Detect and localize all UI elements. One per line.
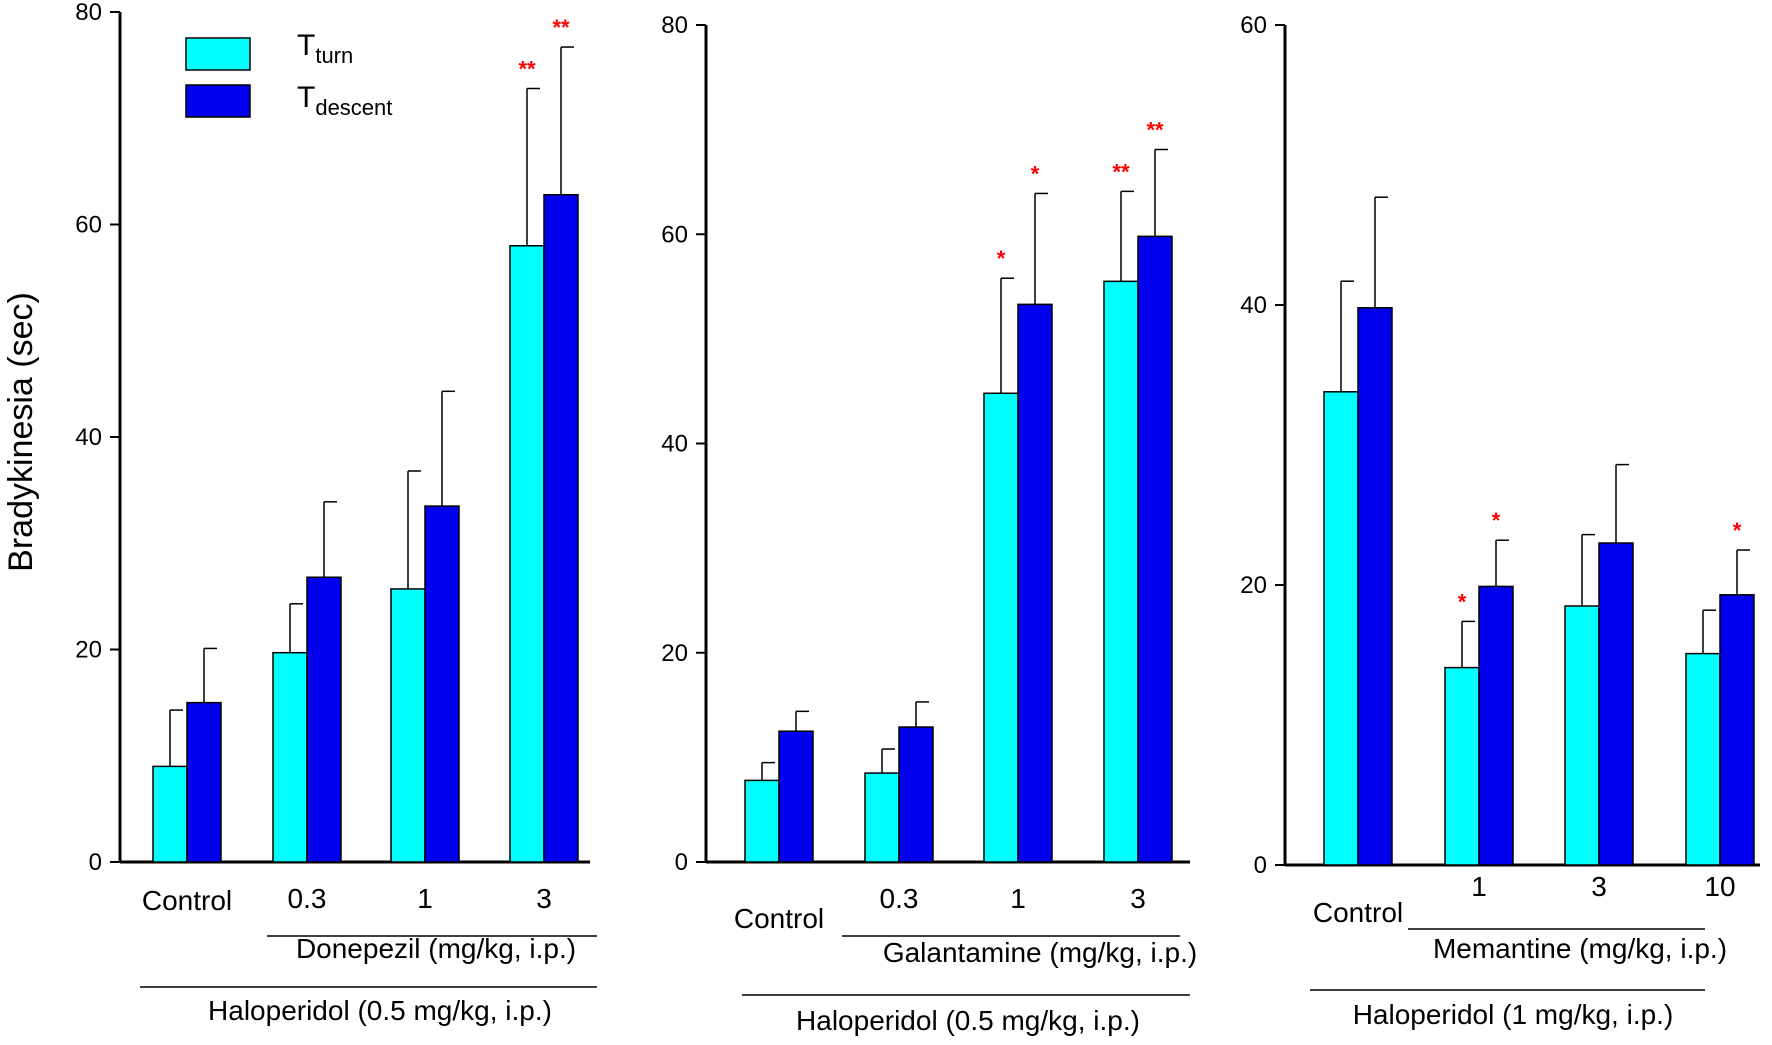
bar-descent	[1719, 594, 1755, 866]
legend-descent: Tdescent	[297, 81, 392, 120]
category-label: Control	[734, 903, 824, 934]
category-label: 3	[1130, 883, 1146, 914]
significance-mark: **	[1146, 118, 1164, 143]
significance-mark: **	[518, 57, 536, 82]
pretreat-label: Haloperidol (1 mg/kg, i.p.)	[1353, 999, 1674, 1030]
bar-turn	[1564, 605, 1600, 866]
bar-descent	[1137, 235, 1173, 863]
legend: Tturn Tdescent	[185, 29, 392, 120]
category-label: 1	[417, 883, 433, 914]
bar-turn	[864, 772, 900, 863]
significance-mark: *	[1492, 508, 1501, 533]
y-tick-label: 80	[75, 0, 102, 26]
y-tick-label: 0	[89, 849, 102, 876]
bar-turn	[1103, 280, 1139, 863]
category-label: Control	[1313, 897, 1403, 928]
y-tick-label: 20	[661, 640, 688, 667]
significance-mark: *	[1031, 161, 1040, 186]
drug-label: Memantine (mg/kg, i.p.)	[1433, 933, 1727, 964]
bar-descent	[424, 505, 460, 863]
bar-descent	[1478, 585, 1514, 866]
significance-mark: *	[997, 246, 1006, 271]
bar-turn	[390, 588, 426, 863]
legend-swatch-turn	[185, 37, 251, 71]
pretreat-label: Haloperidol (0.5 mg/kg, i.p.)	[208, 995, 552, 1026]
y-tick-label: 20	[1240, 572, 1267, 599]
category-label: 1	[1471, 871, 1487, 902]
bar-descent	[1357, 307, 1393, 866]
y-tick-label: 40	[75, 424, 102, 451]
bar-turn	[1323, 391, 1359, 866]
category-label: 0.3	[288, 883, 327, 914]
y-tick-label: 60	[75, 212, 102, 239]
category-label: 3	[536, 883, 552, 914]
bar-turn	[272, 651, 308, 863]
bar-descent	[1017, 303, 1053, 863]
bar-descent	[898, 726, 934, 863]
bar-descent	[1598, 542, 1634, 866]
y-tick-label: 0	[675, 849, 688, 876]
category-label: 1	[1010, 883, 1026, 914]
y-axis-label: Bradykinesia (sec)	[2, 292, 40, 572]
category-label: 0.3	[880, 883, 919, 914]
category-label: 3	[1591, 871, 1607, 902]
bar-turn	[152, 765, 188, 863]
legend-swatch-descent	[185, 84, 251, 118]
bar-turn	[983, 392, 1019, 863]
y-tick-label: 20	[75, 637, 102, 664]
y-tick-label: 40	[1240, 292, 1267, 319]
significance-mark: *	[1733, 518, 1742, 543]
y-tick-label: 60	[661, 221, 688, 248]
y-tick-label: 60	[1240, 12, 1267, 39]
y-tick-label: 40	[661, 431, 688, 458]
bar-descent	[306, 576, 342, 863]
significance-mark: **	[1112, 159, 1130, 184]
panel-donepezil: 0 20 40 60 80 Control 0.3 1 ** ** 3 Donepezil (mg/k…	[75, 0, 597, 1026]
bar-turn	[744, 779, 780, 863]
pretreat-label: Haloperidol (0.5 mg/kg, i.p.)	[796, 1005, 1140, 1036]
legend-turn: Tturn	[297, 29, 353, 68]
bar-turn	[1685, 652, 1721, 866]
bar-descent	[543, 194, 579, 863]
significance-mark: *	[1458, 589, 1467, 614]
y-tick-label: 80	[661, 12, 688, 39]
category-label: Control	[142, 885, 232, 916]
bar-turn	[509, 245, 545, 863]
category-label: 10	[1704, 871, 1735, 902]
y-tick-label: 0	[1254, 852, 1267, 879]
drug-label: Galantamine (mg/kg, i.p.)	[883, 937, 1197, 968]
bar-descent	[186, 701, 222, 863]
significance-mark: **	[552, 15, 570, 40]
bar-descent	[778, 730, 814, 863]
drug-label: Donepezil (mg/kg, i.p.)	[296, 933, 576, 964]
panel-memantine: 0 20 40 60 Control * * 1 3 * 10 Memantine (mg/kg, i…	[1240, 12, 1760, 1030]
bar-turn	[1444, 666, 1480, 866]
